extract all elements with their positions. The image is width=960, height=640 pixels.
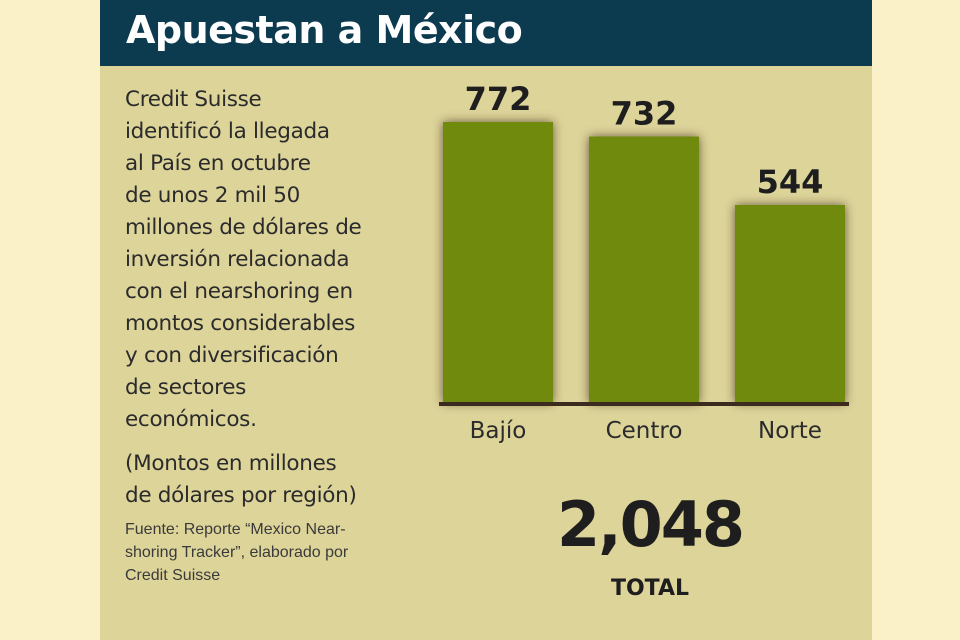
description-line: y con diversificación <box>125 343 339 368</box>
source-line: Fuente: Reporte “Mexico Near- <box>125 521 346 538</box>
units-note: (Montos en millones de dólares por regió… <box>125 448 425 512</box>
bar-chart: 772 Bajío 732 Centro 544 Norte <box>439 80 849 444</box>
description-line: Credit Suisse <box>125 87 262 112</box>
bar-value-label: 772 <box>465 80 532 118</box>
source-credit: Fuente: Reporte “Mexico Near- shoring Tr… <box>125 518 415 587</box>
description-line: al País en octubre <box>125 151 311 176</box>
description-line: inversión relacionada <box>125 247 350 272</box>
units-note-line: de dólares por región) <box>125 483 357 508</box>
description-line: con el nearshoring en <box>125 279 353 304</box>
source-line: shoring Tracker”, elaborado por <box>125 544 349 561</box>
description-text: Credit Suisse identificó la llegada al P… <box>125 84 425 436</box>
bar-value-label: 544 <box>757 163 824 201</box>
source-line: Credit Suisse <box>125 567 221 584</box>
category-label: Norte <box>758 418 822 444</box>
total-label: TOTAL <box>610 576 690 601</box>
total-value: 2,048 <box>556 488 745 561</box>
bar-norte <box>735 204 845 403</box>
bar-bajío <box>443 122 553 403</box>
category-label: Centro <box>606 418 683 444</box>
page-title: Apuestan a México <box>126 8 523 52</box>
bar-centro <box>589 136 699 404</box>
category-label: Bajío <box>470 418 527 444</box>
description-line: millones de dólares de <box>125 215 362 240</box>
bar-value-label: 732 <box>611 95 678 133</box>
description-line: montos considerables <box>125 311 356 336</box>
infographic-panel: Apuestan a México Credit Suisse identifi… <box>100 0 872 640</box>
description-line: económicos. <box>125 407 257 432</box>
description-line: de sectores <box>125 375 247 400</box>
description-line: identificó la llegada <box>125 119 330 144</box>
title-bar: Apuestan a México <box>100 0 872 66</box>
description-line: de unos 2 mil 50 <box>125 183 300 208</box>
units-note-line: (Montos en millones <box>125 451 337 476</box>
x-axis-baseline <box>439 402 849 406</box>
